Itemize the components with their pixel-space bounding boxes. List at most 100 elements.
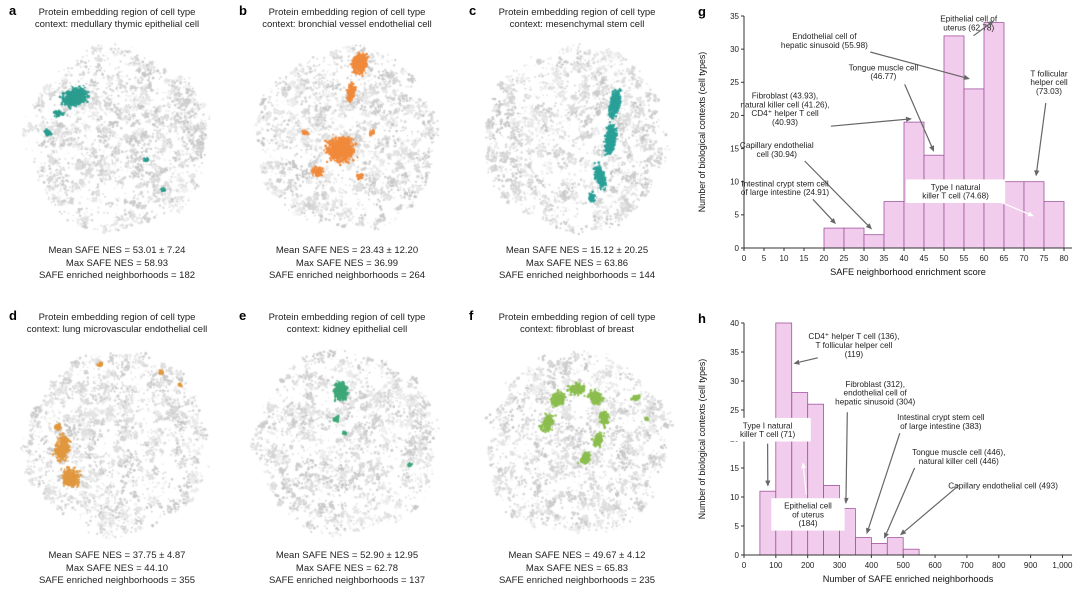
annotation-arrow-head (884, 532, 889, 539)
annotation-text: killer T cell (71) (740, 430, 795, 439)
histogram-enriched-neighborhoods: 0 100 200 300 400 500 600 700 800 900 1,000 0 5 10 15 2… (697, 319, 1073, 584)
panel-title-line1: Protein embedding region of cell type (268, 7, 426, 18)
panel-title-line2: context: lung microvascular endothelial … (26, 324, 208, 336)
annotation-text: Endothelial cell of (792, 32, 857, 41)
annotation-arrow-line (799, 357, 818, 363)
stat-max-safe-nes: Max SAFE NES = 65.83 (525, 562, 629, 574)
annotation-arrow-head (929, 145, 934, 152)
annotation-text: Intestinal crypt stem cell (897, 413, 985, 422)
annotation-arrow-head (865, 223, 872, 230)
panel-title: Protein embedding region of cell type co… (242, 7, 452, 32)
annotation-arrow-head (900, 529, 907, 536)
x-tick-label: 0 (742, 254, 747, 263)
y-tick-label: 25 (730, 406, 739, 415)
x-tick-label: 400 (865, 561, 879, 570)
annotation: Tongue muscle cell(46.77) (849, 63, 934, 152)
annotation-text: Epithelial cell (784, 502, 832, 511)
annotation-arrow-line (1036, 102, 1047, 171)
annotation-arrow-line (904, 84, 933, 147)
stat-mean-safe-nes: Mean SAFE NES = 15.12 ± 20.25 (505, 244, 649, 256)
x-tick-label: 25 (840, 254, 849, 263)
stat-enriched-neighborhoods: SAFE enriched neighborhoods = 355 (38, 575, 196, 587)
annotation-text: natural killer cell (41.26), (740, 100, 829, 109)
annotation: Capillary endothelial cell (493) (900, 481, 1058, 536)
umap-scatter-plot (472, 338, 682, 549)
x-tick-label: 75 (1040, 254, 1049, 263)
annotation-arrow-head (801, 462, 807, 469)
annotation: Fibroblast (43.93),natural killer cell (… (740, 92, 912, 127)
x-tick-label: 200 (801, 561, 815, 570)
panel-title: Protein embedding region of cell type co… (12, 312, 222, 337)
annotation-arrow-head (765, 480, 771, 487)
panel-title-line2: context: mesenchymal stem cell (509, 19, 645, 31)
annotation-arrow-line (973, 23, 990, 37)
panel-title: Protein embedding region of cell type co… (472, 312, 682, 337)
x-tick-label: 700 (960, 561, 974, 570)
panel-letter: e (239, 308, 247, 323)
umap-scatter-plot (472, 33, 682, 244)
panel-stats: Mean SAFE NES = 49.67 ± 4.12 Max SAFE NE… (462, 550, 692, 588)
panel-letter: c (469, 3, 477, 18)
annotation-text: killer T cell (74.68) (922, 192, 989, 201)
panel-title-line1: Protein embedding region of cell type (498, 7, 656, 18)
annotation-text: Intestinal crypt stem cell (741, 179, 829, 188)
panel-title: Protein embedding region of cell type co… (12, 7, 222, 32)
x-axis-label: SAFE neighborhood enrichment score (830, 267, 986, 277)
annotation-arrow-line (867, 433, 901, 529)
annotation-text: (46.77) (870, 72, 896, 81)
axes (743, 16, 1072, 249)
annotation-text: Tongue muscle cell (849, 63, 919, 72)
annotation-arrow-head (843, 497, 849, 504)
panel-title-line1: Protein embedding region of cell type (268, 312, 426, 323)
y-axis-label: Number of biological contexts (cell type… (697, 359, 707, 519)
annotation-text: Tongue muscle cell (446), (912, 448, 1005, 457)
annotation: Fibroblast (312),endothelial cell ofhepa… (835, 380, 916, 504)
x-tick-label: 0 (742, 561, 747, 570)
annotation-text: uterus (62.78) (943, 23, 994, 32)
x-tick-label: 10 (780, 254, 789, 263)
annotation-arrow-head (830, 218, 836, 225)
histogram-bar (823, 227, 845, 249)
x-tick-label: 600 (928, 561, 942, 570)
stat-mean-safe-nes: Mean SAFE NES = 37.75 ± 4.87 (48, 549, 186, 561)
annotation-arrow-line (870, 51, 965, 78)
panel-title-line1: Protein embedding region of cell type (38, 7, 196, 18)
annotation-text: natural killer cell (446) (919, 457, 999, 466)
y-tick-label: 30 (730, 377, 739, 386)
annotation-text: hepatic sinusoid (304) (835, 397, 915, 406)
x-tick-label: 60 (980, 254, 989, 263)
x-tick-label: 900 (1024, 561, 1038, 570)
x-tick-label: 300 (833, 561, 847, 570)
annotation-text: (184) (798, 519, 817, 528)
annotation-arrow-head (963, 74, 970, 80)
panel-a: a Protein embedding region of cell type … (2, 0, 232, 305)
panel-c: c Protein embedding region of cell type … (462, 0, 692, 305)
annotation-box (905, 179, 1006, 203)
y-tick-label: 15 (730, 464, 739, 473)
panel-title-line1: Protein embedding region of cell type (38, 312, 196, 323)
panel-letter: a (9, 3, 17, 18)
y-tick-label: 35 (730, 12, 739, 21)
stat-mean-safe-nes: Mean SAFE NES = 23.43 ± 12.20 (275, 244, 419, 256)
stat-mean-safe-nes: Mean SAFE NES = 53.01 ± 7.24 (48, 244, 186, 256)
annotation-text: CD4⁺ helper T cell (751, 109, 818, 118)
annotation-text: Fibroblast (312), (845, 380, 905, 389)
panel-letter: g (698, 4, 706, 19)
histogram-bar (791, 392, 809, 556)
stat-enriched-neighborhoods: SAFE enriched neighborhoods = 137 (268, 575, 426, 587)
panel-g: g 0 5 10 15 20 25 30 35 40 45 50 55 60 65 70 75 80 0 5 10 15… (694, 2, 1080, 302)
panel-stats: Mean SAFE NES = 53.01 ± 7.24 Max SAFE NE… (2, 245, 232, 283)
histogram-bar (1043, 201, 1065, 249)
stat-mean-safe-nes: Mean SAFE NES = 49.67 ± 4.12 (508, 549, 646, 561)
x-tick-label: 45 (920, 254, 929, 263)
histogram-bar (883, 201, 905, 249)
panel-title-line1: Protein embedding region of cell type (498, 312, 656, 323)
y-tick-label: 20 (730, 111, 739, 120)
x-tick-label: 30 (860, 254, 869, 263)
histogram-bar (886, 537, 904, 556)
annotation-text: helper cell (1030, 78, 1068, 87)
stat-enriched-neighborhoods: SAFE enriched neighborhoods = 144 (498, 270, 656, 282)
